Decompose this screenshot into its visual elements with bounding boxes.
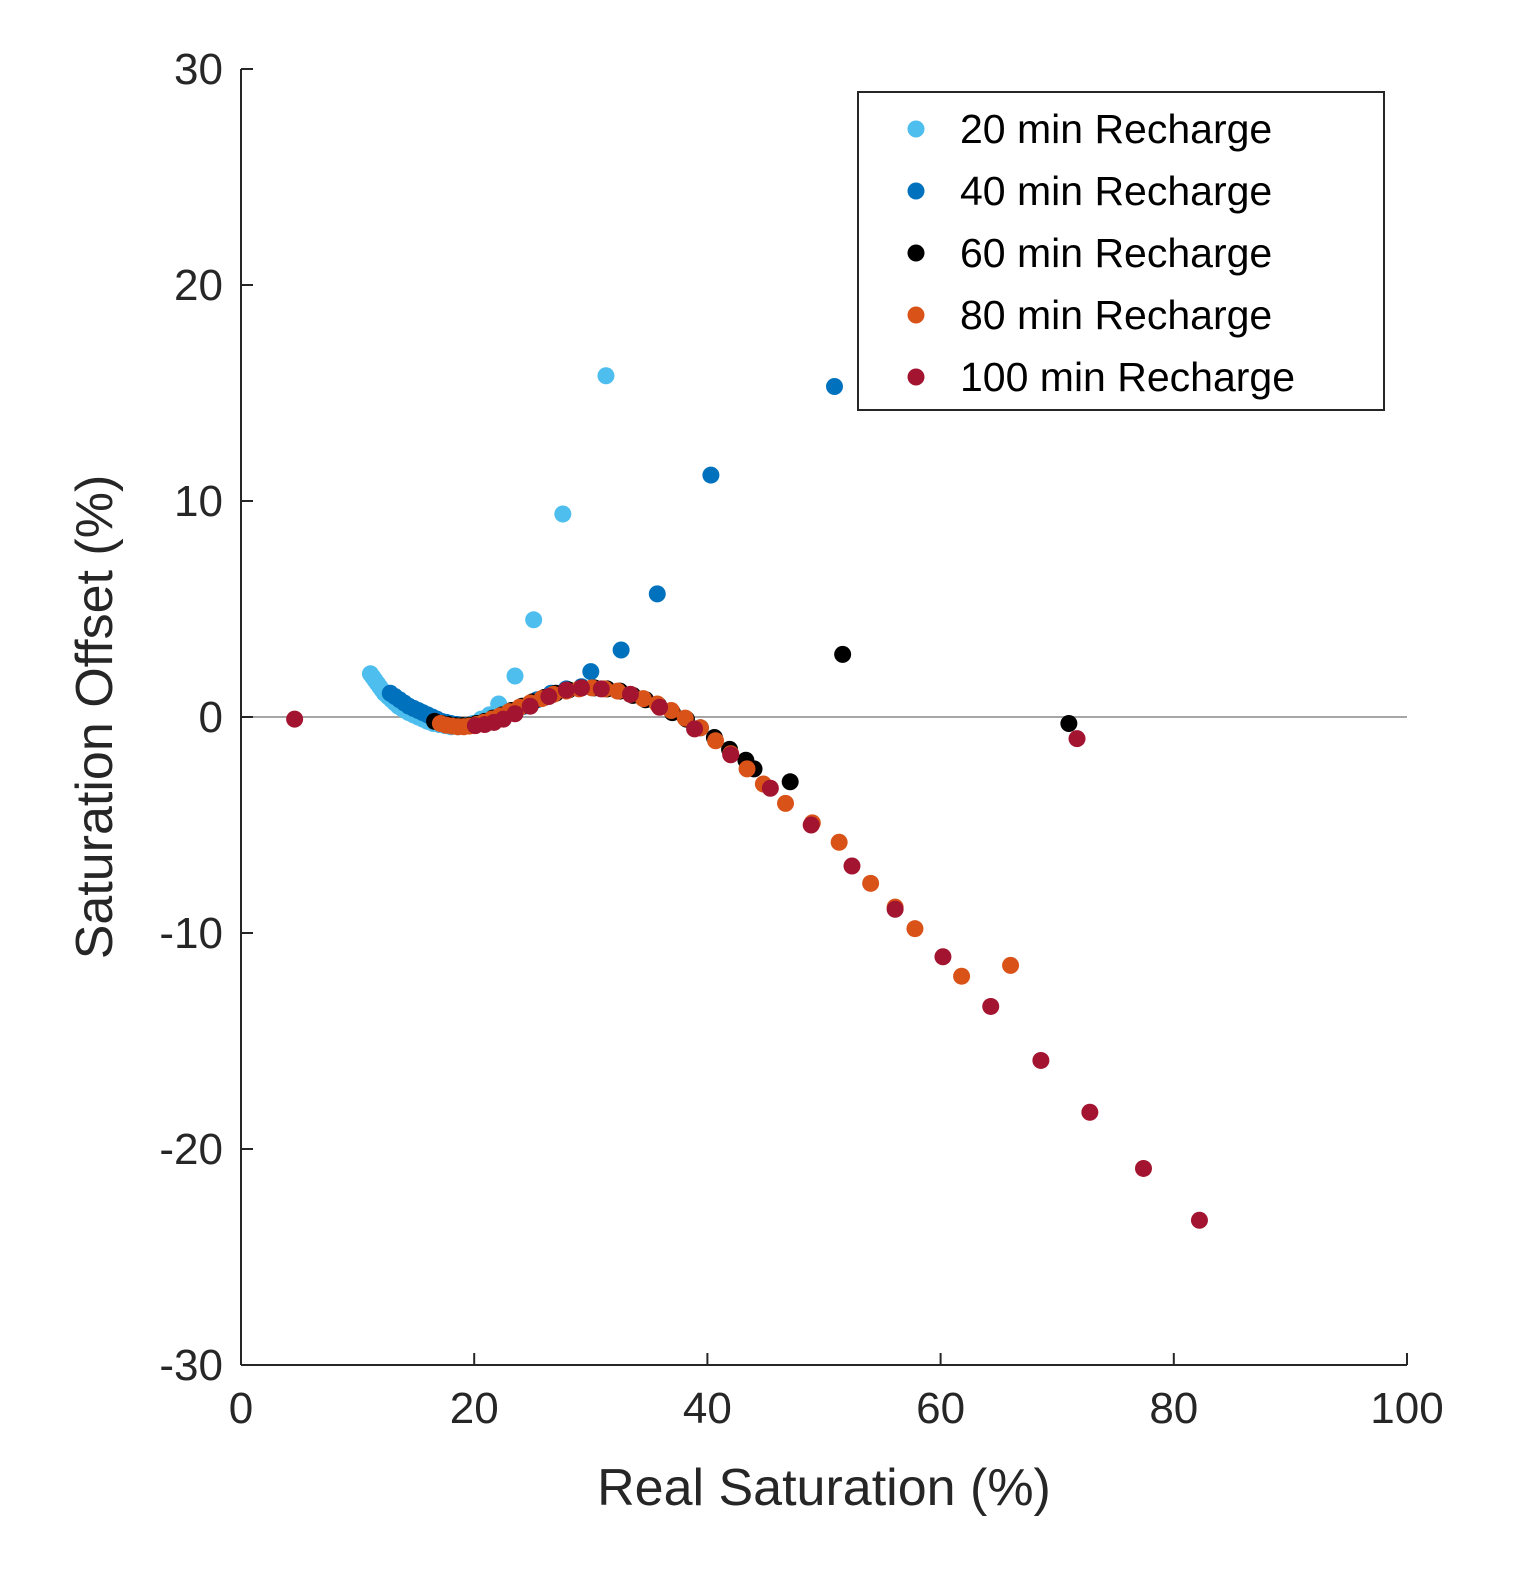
data-point	[906, 920, 924, 938]
y-tick-label: 0	[199, 693, 223, 742]
data-point	[781, 773, 799, 791]
series-2	[381, 378, 843, 735]
data-point	[934, 948, 952, 966]
legend-entry-label: 80 min Recharge	[960, 292, 1272, 338]
data-point	[886, 900, 904, 918]
data-point	[557, 681, 575, 699]
data-point	[722, 746, 740, 764]
data-point	[1134, 1159, 1152, 1177]
data-point	[651, 698, 669, 716]
data-point	[761, 779, 779, 797]
legend-marker	[907, 182, 925, 200]
legend-entry-label: 20 min Recharge	[960, 106, 1272, 152]
data-point	[597, 367, 615, 385]
data-point	[862, 874, 880, 892]
x-tick-label: 100	[1370, 1384, 1443, 1433]
data-point	[1081, 1103, 1099, 1121]
data-point	[686, 720, 704, 738]
legend-entry-label: 60 min Recharge	[960, 230, 1272, 276]
y-axis-label: Saturation Offset (%)	[66, 475, 124, 960]
data-point	[702, 466, 720, 484]
legend-marker	[907, 120, 925, 138]
data-point	[1032, 1051, 1050, 1069]
data-point	[521, 697, 539, 715]
data-point	[1002, 956, 1020, 974]
data-point	[825, 378, 843, 396]
data-point	[1190, 1211, 1208, 1229]
y-tick-label: 10	[174, 477, 223, 526]
legend-box	[857, 91, 1385, 411]
data-point	[1060, 714, 1078, 732]
data-point	[506, 705, 524, 723]
data-point	[554, 505, 572, 523]
data-point	[953, 967, 971, 985]
legend: 20 min Recharge 40 min Recharge 60 min Rec…	[857, 91, 1385, 411]
x-tick-label: 60	[916, 1384, 965, 1433]
y-tick-label: 20	[174, 261, 223, 310]
data-point	[634, 690, 652, 708]
data-point	[648, 585, 666, 603]
x-tick-label: 40	[683, 1384, 732, 1433]
data-point	[777, 794, 795, 812]
data-point	[738, 760, 756, 778]
legend-marker	[907, 368, 925, 386]
data-point	[621, 685, 639, 703]
x-tick-label: 20	[450, 1384, 499, 1433]
data-point	[286, 710, 304, 728]
x-axis-label: Real Saturation (%)	[597, 1459, 1051, 1517]
data-point	[592, 680, 610, 698]
y-tick-label: -30	[159, 1341, 223, 1390]
y-tick-label: -20	[159, 1125, 223, 1174]
x-tick-label: 80	[1149, 1384, 1198, 1433]
data-point	[830, 833, 848, 851]
legend-entry-label: 40 min Recharge	[960, 168, 1272, 214]
y-tick-label: -10	[159, 909, 223, 958]
data-point	[834, 645, 852, 663]
data-point	[582, 663, 600, 681]
data-point	[540, 687, 558, 705]
legend-marker	[907, 306, 925, 324]
legend-marker	[907, 244, 925, 262]
data-point	[525, 611, 543, 629]
data-point	[609, 682, 627, 700]
data-point	[802, 816, 820, 834]
data-points	[286, 367, 1208, 1229]
data-point	[506, 667, 524, 685]
data-point	[1068, 730, 1086, 748]
data-point	[612, 641, 630, 659]
data-point	[843, 857, 861, 875]
legend-entry-label: 100 min Recharge	[960, 354, 1295, 400]
data-point	[982, 997, 1000, 1015]
y-tick-label: 30	[174, 45, 223, 94]
series-4	[431, 679, 1020, 985]
data-point	[572, 679, 590, 697]
x-tick-label: 0	[229, 1384, 253, 1433]
data-point	[707, 732, 725, 750]
series-5	[286, 679, 1208, 1229]
